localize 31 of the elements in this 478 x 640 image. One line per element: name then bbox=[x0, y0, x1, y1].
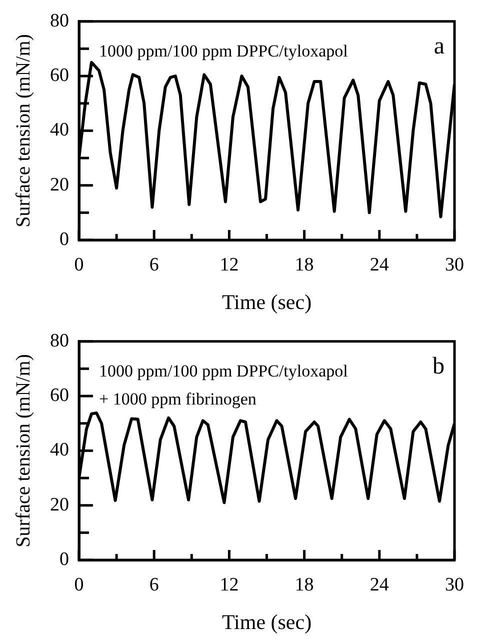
y-tick-label: 80 bbox=[50, 330, 69, 352]
y-tick-label: 80 bbox=[50, 10, 69, 32]
x-tick-label: 12 bbox=[220, 254, 239, 276]
y-tick-label: 0 bbox=[60, 228, 69, 250]
y-tick-label: 0 bbox=[60, 548, 69, 570]
y-tick-label: 40 bbox=[50, 440, 69, 461]
y-tick-label: 20 bbox=[50, 494, 69, 516]
x-axis-title: Time (sec) bbox=[222, 290, 312, 314]
x-tick-label: 6 bbox=[149, 574, 159, 596]
annotation: 1000 ppm/100 ppm DPPC/tyloxapol bbox=[99, 41, 348, 60]
annotation: b bbox=[432, 354, 444, 380]
x-tick-label: 30 bbox=[445, 574, 464, 596]
x-tick-label: 0 bbox=[74, 254, 84, 276]
annotation: + 1000 ppm fibrinogen bbox=[99, 389, 257, 408]
y-tick-label: 20 bbox=[50, 174, 69, 196]
x-tick-label: 18 bbox=[294, 574, 314, 596]
y-tick-label: 60 bbox=[50, 385, 69, 406]
x-tick-label: 6 bbox=[149, 254, 159, 276]
y-axis-title: Surface tension (mN/m) bbox=[12, 354, 34, 548]
y-tick-label: 60 bbox=[50, 65, 69, 86]
x-tick-label: 0 bbox=[74, 574, 84, 596]
x-tick-label: 30 bbox=[445, 254, 464, 276]
x-axis-title: Time (sec) bbox=[222, 610, 312, 634]
x-tick-label: 18 bbox=[294, 254, 314, 276]
x-tick-label: 24 bbox=[370, 574, 390, 596]
x-tick-label: 24 bbox=[370, 254, 390, 276]
x-tick-label: 12 bbox=[220, 574, 239, 596]
y-axis-title: Surface tension (mN/m) bbox=[12, 34, 34, 228]
y-tick-label: 40 bbox=[50, 120, 69, 141]
annotation: 1000 ppm/100 ppm DPPC/tyloxapol bbox=[99, 361, 348, 380]
annotation: a bbox=[434, 34, 445, 60]
